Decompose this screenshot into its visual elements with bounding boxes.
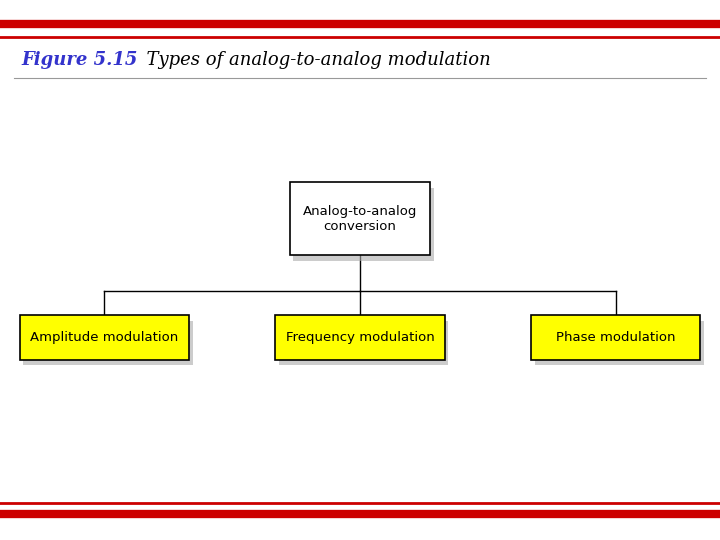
Text: Frequency modulation: Frequency modulation [286,331,434,344]
FancyBboxPatch shape [294,188,433,261]
FancyBboxPatch shape [19,315,189,360]
Text: Types of analog-to-analog modulation: Types of analog-to-analog modulation [135,51,490,69]
FancyBboxPatch shape [275,315,444,360]
Text: Figure 5.15: Figure 5.15 [22,51,138,69]
FancyBboxPatch shape [289,183,430,255]
FancyBboxPatch shape [23,321,192,365]
FancyBboxPatch shape [279,321,448,365]
FancyBboxPatch shape [531,315,701,360]
Text: Phase modulation: Phase modulation [556,331,675,344]
Text: Amplitude modulation: Amplitude modulation [30,331,179,344]
FancyBboxPatch shape [534,321,704,365]
Text: Analog-to-analog
conversion: Analog-to-analog conversion [303,205,417,233]
